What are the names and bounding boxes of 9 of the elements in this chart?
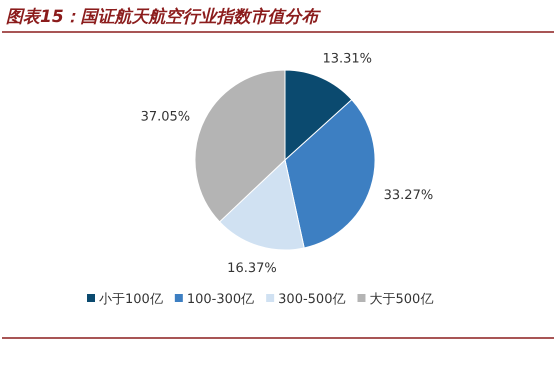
data-label: 37.05% xyxy=(140,110,190,125)
legend-label: 小于100亿 xyxy=(99,292,163,307)
data-label: 33.27% xyxy=(384,188,434,204)
legend-label: 300-500亿 xyxy=(278,292,346,307)
legend-label: 大于500亿 xyxy=(369,292,434,307)
data-label: 16.37% xyxy=(227,261,277,276)
legend-label: 100-300亿 xyxy=(186,292,254,307)
data-label: 13.31% xyxy=(322,52,372,67)
chart-title: 图表15：国证航天航空行业指数市值分布 xyxy=(6,7,322,27)
